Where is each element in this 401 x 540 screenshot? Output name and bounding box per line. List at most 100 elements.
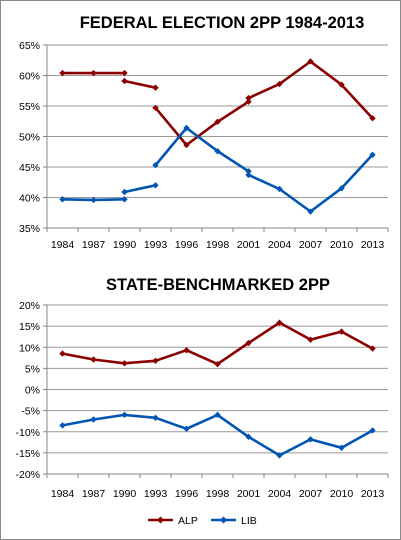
data-point-alp: [152, 104, 159, 112]
data-point-alp: [59, 350, 66, 357]
legend-label-lib: LIB: [241, 515, 257, 527]
data-point-alp: [245, 94, 252, 102]
chart-title-state: STATE-BENCHMARKED 2PP: [106, 276, 330, 294]
data-point-alp: [245, 339, 252, 347]
data-point-lib: [152, 414, 159, 422]
x-tick-label: 2013: [361, 488, 385, 500]
x-tick-label: 2013: [361, 239, 385, 251]
data-point-lib: [307, 208, 314, 215]
x-tick-label: 1998: [206, 488, 230, 500]
data-point-lib: [276, 452, 283, 459]
x-tick-label: 1993: [144, 239, 168, 251]
data-point-lib: [214, 147, 221, 155]
y-tick-label: 5%: [25, 363, 40, 375]
data-point-alp: [152, 84, 159, 91]
data-point-alp: [183, 347, 190, 354]
data-point-lib: [152, 161, 159, 169]
data-point-alp: [307, 58, 314, 65]
series-line-lib: [62, 413, 374, 457]
data-point-alp: [276, 319, 283, 326]
legend-marker-alp: [157, 516, 164, 524]
x-tick-label: 1987: [82, 239, 106, 251]
y-tick-label: -10%: [15, 427, 40, 439]
x-tick-label: 2001: [237, 488, 261, 500]
x-tick-label: 2007: [299, 239, 323, 251]
data-point-lib: [90, 416, 97, 423]
y-tick-label: 55%: [19, 101, 40, 113]
data-point-alp: [183, 141, 190, 149]
data-point-lib: [307, 436, 314, 443]
data-point-alp: [369, 115, 376, 122]
data-point-alp: [90, 356, 97, 363]
series-line-lib: [124, 184, 156, 194]
y-tick-label: 20%: [19, 300, 40, 312]
data-point-lib: [276, 185, 283, 193]
x-tick-label: 1996: [175, 239, 199, 251]
data-point-lib: [183, 425, 190, 432]
x-tick-label: 1984: [51, 488, 75, 500]
data-point-lib: [121, 196, 128, 203]
x-tick-label: 2004: [268, 488, 292, 500]
plot-federal: 65% 60% 55% 50% 45% 40% 35% 1984 1987 1990 1993 199…: [19, 40, 389, 251]
y-tick-label: -20%: [15, 469, 40, 481]
data-point-alp: [214, 360, 221, 368]
chart-title-federal: FEDERAL ELECTION 2PP 1984-2013: [80, 14, 365, 32]
data-point-lib: [59, 196, 66, 203]
data-point-lib: [338, 185, 345, 192]
data-point-alp: [59, 69, 66, 77]
data-point-lib: [245, 168, 252, 175]
y-tick-label: 10%: [19, 342, 40, 354]
data-point-lib: [121, 411, 128, 419]
data-point-alp: [214, 118, 221, 126]
data-point-alp: [276, 80, 283, 88]
data-point-alp: [338, 81, 345, 88]
x-tick-label: 1984: [51, 239, 75, 251]
data-point-lib: [369, 427, 376, 434]
x-tick-label: 1990: [113, 488, 137, 500]
series-line-lib: [154, 126, 374, 213]
y-tick-label: 65%: [19, 40, 40, 52]
data-point-lib: [152, 182, 159, 189]
data-point-lib: [245, 171, 252, 179]
data-point-alp: [245, 98, 252, 105]
plot-state: 20% 15% 10% 5% 0% -5% -10% -15% -20% 1984 1987 1990…: [15, 300, 389, 500]
y-tick-label: 60%: [19, 71, 40, 83]
x-tick-label: 2001: [237, 239, 261, 251]
series-line-alp: [124, 79, 156, 89]
data-point-lib: [59, 422, 66, 429]
data-point-lib: [369, 151, 376, 158]
legend-marker-lib: [220, 516, 227, 524]
y-tick-label: 45%: [19, 162, 40, 174]
series-line-alp: [62, 321, 374, 366]
data-point-alp: [121, 77, 128, 85]
x-tick-label: 2010: [330, 488, 354, 500]
data-point-lib: [121, 188, 128, 196]
data-point-alp: [121, 69, 128, 77]
y-tick-label: -5%: [21, 406, 40, 418]
data-point-alp: [121, 360, 128, 367]
data-point-lib: [214, 411, 221, 419]
series-line-alp: [154, 60, 374, 147]
x-tick-label: 1998: [206, 239, 230, 251]
x-tick-label: 1990: [113, 239, 137, 251]
y-tick-label: 40%: [19, 193, 40, 205]
y-tick-label: -15%: [15, 448, 40, 460]
data-point-alp: [152, 357, 159, 364]
data-point-lib: [90, 196, 97, 204]
data-point-alp: [90, 69, 97, 77]
x-tick-label: 1996: [175, 488, 199, 500]
data-point-lib: [338, 444, 345, 452]
x-tick-label: 1993: [144, 488, 168, 500]
x-tick-label: 2007: [299, 488, 323, 500]
y-tick-label: 35%: [19, 223, 40, 235]
y-tick-label: 50%: [19, 132, 40, 144]
y-tick-label: 0%: [25, 385, 40, 397]
x-tick-label: 2004: [268, 239, 292, 251]
data-point-alp: [338, 328, 345, 335]
x-tick-label: 2010: [330, 239, 354, 251]
x-tick-label: 1987: [82, 488, 106, 500]
legend-label-alp: ALP: [178, 515, 198, 527]
data-point-lib: [245, 433, 252, 441]
